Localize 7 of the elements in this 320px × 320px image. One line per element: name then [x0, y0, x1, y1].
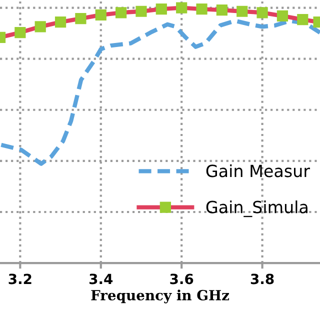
legend-label: Gain_Simula — [206, 200, 308, 218]
x-tick-label: 3.8 — [250, 274, 274, 284]
x-tick-label: 3.4 — [90, 274, 113, 284]
x-tick-label: 3.2 — [8, 274, 32, 284]
x-axis-title: Frequency in GHz — [91, 290, 230, 304]
x-tick-label: 3.6 — [170, 274, 194, 284]
legend-label: Gain Measur — [206, 164, 310, 178]
